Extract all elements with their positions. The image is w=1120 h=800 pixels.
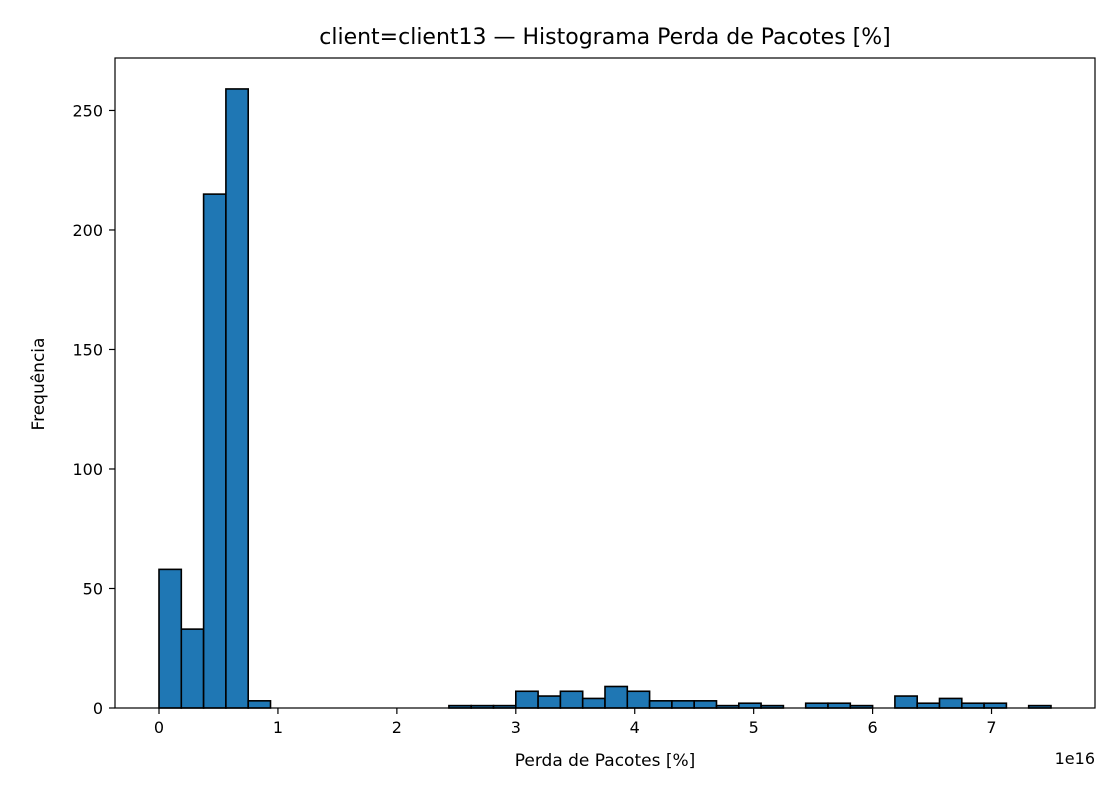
histogram-bar <box>225 88 250 709</box>
x-axis-offset-label: 1e16 <box>1055 749 1095 768</box>
histogram-bar <box>894 695 918 709</box>
histogram-bars <box>158 88 1052 709</box>
x-tick-label: 2 <box>392 718 402 737</box>
y-tick-label: 50 <box>83 579 103 598</box>
histogram-bar <box>180 628 205 709</box>
x-tick-label: 3 <box>511 718 521 737</box>
x-tick-label: 4 <box>630 718 640 737</box>
x-axis-label: Perda de Pacotes [%] <box>515 751 696 771</box>
x-tick-label: 7 <box>986 718 996 737</box>
histogram-bar <box>938 697 963 709</box>
y-tick-label: 250 <box>72 101 103 120</box>
y-tick-label: 100 <box>72 460 103 479</box>
y-axis-ticks: 0 50 100 150 200 250 <box>72 101 115 718</box>
histogram-bar <box>626 690 651 709</box>
y-tick-label: 0 <box>93 699 103 718</box>
histogram-bar <box>202 193 227 709</box>
histogram-bar <box>559 690 584 709</box>
histogram-bar <box>983 702 1008 709</box>
y-tick-label: 200 <box>72 221 103 240</box>
y-tick-label: 150 <box>72 340 103 359</box>
x-tick-label: 1 <box>273 718 283 737</box>
histogram-bar <box>247 700 272 709</box>
x-axis-ticks: 0 1 2 3 4 5 6 7 <box>154 708 997 737</box>
histogram-bar <box>737 702 762 709</box>
histogram-bar <box>537 695 562 709</box>
chart-title: client=client13 — Histograma Perda de Pa… <box>319 25 890 50</box>
histogram-bar <box>604 685 629 709</box>
histogram-bar <box>960 702 985 709</box>
histogram-bar <box>671 700 695 709</box>
plot-area-frame <box>114 57 1096 709</box>
histogram-bar <box>648 700 673 709</box>
histogram-bar <box>693 700 718 709</box>
x-tick-label: 0 <box>154 718 164 737</box>
x-tick-label: 5 <box>749 718 759 737</box>
histogram-bar <box>804 702 829 709</box>
histogram-bar <box>916 702 941 709</box>
x-tick-label: 6 <box>868 718 878 737</box>
histogram-bar <box>515 690 539 709</box>
y-axis-label: Frequência <box>29 338 49 431</box>
histogram-bar <box>158 568 183 709</box>
histogram-bar <box>827 702 852 709</box>
histogram-bar <box>581 697 606 709</box>
